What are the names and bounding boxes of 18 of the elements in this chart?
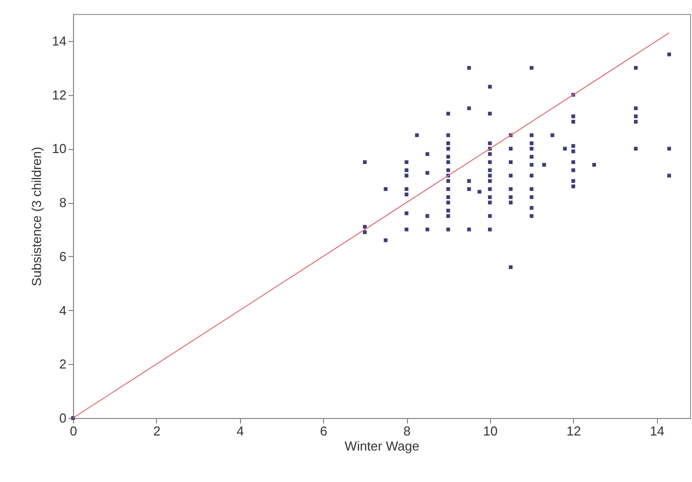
y-tick-label: 10 bbox=[52, 141, 66, 156]
x-tick-label: 14 bbox=[650, 424, 664, 438]
x-axis-title: Winter Wage bbox=[344, 438, 420, 454]
x-tick-label: 8 bbox=[403, 424, 411, 438]
y-tick-label: 14 bbox=[52, 33, 66, 48]
x-tick-label: 10 bbox=[483, 424, 498, 438]
x-tick-label: 12 bbox=[566, 424, 582, 438]
y-tick-label: 4 bbox=[59, 302, 66, 318]
x-tick-label: 4 bbox=[236, 424, 244, 438]
x-tick-label: 6 bbox=[320, 424, 328, 438]
y-tick-label: 6 bbox=[59, 248, 66, 264]
y-tick-label: 0 bbox=[59, 410, 66, 426]
y-axis-title: Subsistence (3 children) bbox=[29, 146, 44, 286]
y-tick-label: 8 bbox=[59, 195, 66, 210]
y-tick-label: 12 bbox=[52, 87, 66, 102]
y-tick-label: 2 bbox=[59, 356, 66, 372]
x-tick-label: 2 bbox=[153, 424, 160, 438]
x-tick-label: 0 bbox=[70, 424, 78, 438]
